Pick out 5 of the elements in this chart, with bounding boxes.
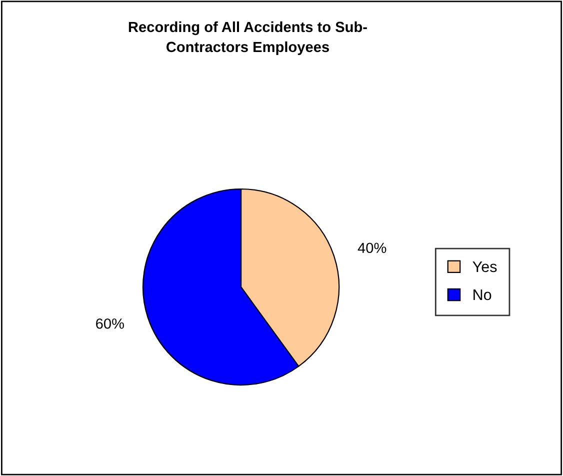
data-label: 40% [358,242,386,254]
legend-label: Yes [472,261,497,272]
data-label: 60% [96,318,124,329]
legend-label: No [474,290,492,300]
chart-title: Recording of All Accidents to Sub- Contractors Employees [128,21,367,56]
